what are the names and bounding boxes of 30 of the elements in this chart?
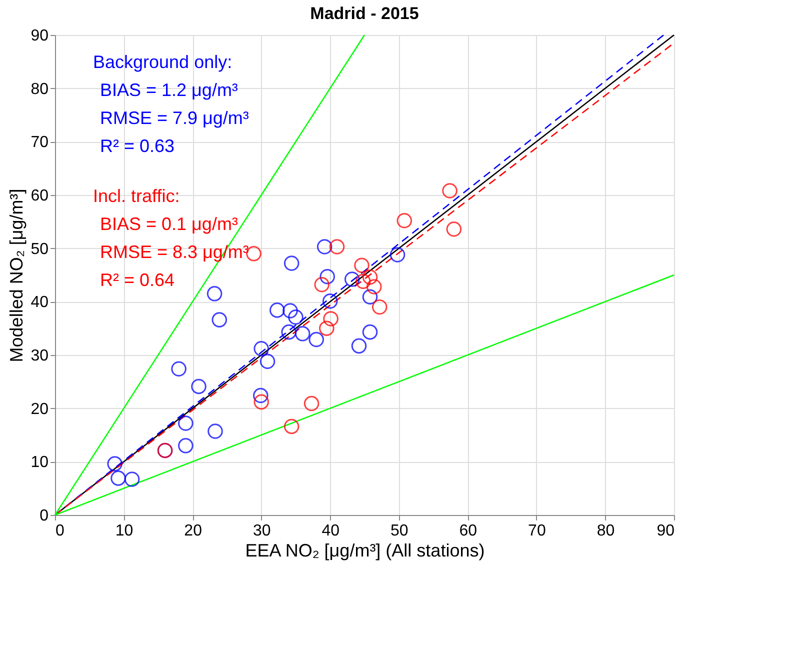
y-tick-label: 0 — [40, 508, 49, 524]
y-tick-label: 40 — [30, 294, 49, 312]
annotation: BIAS = 1.2 μg/m³ — [100, 80, 238, 100]
y-tick-label: 10 — [30, 454, 49, 472]
annotation: R² = 0.63 — [100, 136, 175, 156]
y-tick-label: 20 — [30, 400, 49, 418]
x-tick-label: 60 — [459, 522, 478, 540]
y-tick-label: 50 — [30, 240, 49, 258]
annotation: Incl. traffic: — [93, 186, 180, 206]
x-axis-title: EEA NO₂ [μg/m³] (All stations) — [245, 540, 485, 560]
annotation: R² = 0.64 — [100, 270, 175, 290]
x-tick-label: 30 — [252, 522, 271, 540]
chart-title: Madrid - 2015 — [310, 4, 419, 23]
x-tick-label: 0 — [56, 522, 64, 540]
x-tick-label: 70 — [528, 522, 546, 540]
annotation: Background only: — [93, 52, 232, 72]
y-tick-label: 30 — [30, 348, 49, 364]
y-tick-label: 60 — [30, 188, 49, 204]
y-axis-title: Modelled NO₂ [μg/m³] — [6, 188, 27, 362]
y-tick-label: 70 — [30, 134, 49, 152]
x-tick-label: 50 — [390, 522, 408, 540]
x-tick-label: 20 — [184, 522, 202, 540]
x-tick-label: 40 — [322, 522, 340, 540]
annotation: BIAS = 0.1 μg/m³ — [100, 214, 238, 234]
x-tick-label: 90 — [656, 522, 675, 540]
annotation: RMSE = 7.9 μg/m³ — [100, 108, 249, 128]
x-tick-label: 10 — [115, 522, 134, 540]
y-tick-label: 80 — [30, 80, 49, 98]
y-tick-label: 90 — [30, 28, 49, 44]
x-tick-label: 80 — [596, 522, 615, 540]
